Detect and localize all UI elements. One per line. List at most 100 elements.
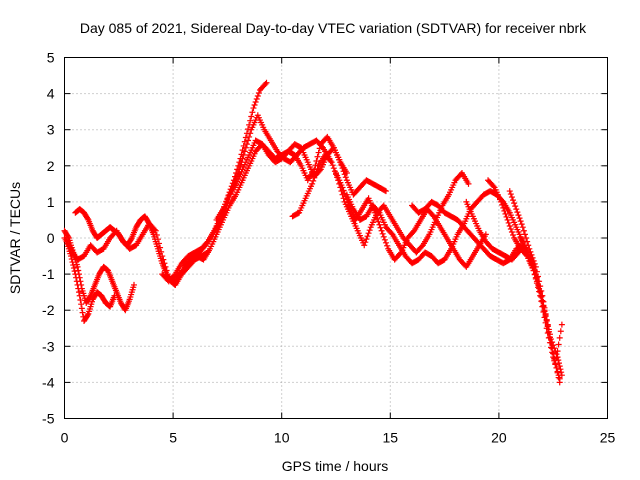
data-point <box>245 126 252 133</box>
data-point <box>251 102 258 109</box>
data-point <box>313 157 320 164</box>
data-point <box>77 296 84 303</box>
chart-title: Day 085 of 2021, Sidereal Day-to-day VTE… <box>80 20 587 36</box>
data-point <box>160 256 167 263</box>
data-point <box>74 281 81 288</box>
data-point <box>551 355 558 362</box>
data-point <box>524 238 531 245</box>
data-point <box>554 348 561 355</box>
data-point <box>510 197 517 204</box>
data-point <box>382 239 389 246</box>
data-point <box>253 96 260 103</box>
data-point <box>513 206 520 213</box>
data-point <box>245 137 252 144</box>
data-point <box>429 212 436 219</box>
x-tick-label: 5 <box>169 430 177 446</box>
data-point <box>311 174 318 181</box>
data-point <box>239 155 246 162</box>
data-point <box>525 252 532 259</box>
series-track-2 <box>63 238 118 325</box>
data-point <box>161 260 168 267</box>
data-point <box>128 236 135 243</box>
data-point <box>237 162 244 169</box>
data-point <box>247 130 254 137</box>
data-point <box>380 233 387 240</box>
data-point <box>297 144 304 151</box>
x-axis-label: GPS time / hours <box>282 458 389 474</box>
data-point <box>163 267 170 274</box>
data-point <box>78 301 85 308</box>
data-point <box>539 292 546 299</box>
data-point <box>329 162 336 169</box>
data-points <box>61 79 565 386</box>
data-point <box>312 162 319 169</box>
data-point <box>153 231 160 238</box>
data-point <box>527 248 534 255</box>
data-point <box>373 212 380 219</box>
data-point <box>506 188 513 195</box>
data-point <box>556 334 563 341</box>
data-point <box>73 278 80 285</box>
data-point <box>508 194 515 201</box>
data-point <box>388 230 395 237</box>
data-point <box>162 263 169 270</box>
data-point <box>69 259 76 266</box>
data-point <box>72 271 79 278</box>
data-point <box>381 236 388 243</box>
data-point <box>151 226 158 233</box>
data-point <box>249 109 256 116</box>
data-point <box>536 285 543 292</box>
series-track-8 <box>213 137 389 223</box>
data-point <box>530 257 537 264</box>
data-point <box>538 293 545 300</box>
data-point <box>558 321 565 328</box>
data-point <box>131 281 138 288</box>
data-point <box>552 360 559 367</box>
data-point <box>241 148 248 155</box>
data-point <box>164 271 171 278</box>
data-point <box>330 165 337 172</box>
y-tick-label: 0 <box>47 230 55 246</box>
y-tick-label: 2 <box>47 158 55 174</box>
data-point <box>328 159 335 166</box>
data-point <box>339 184 346 191</box>
y-axis-label: SDTVAR / TECUs <box>7 182 23 294</box>
data-point <box>327 157 334 164</box>
data-point <box>510 231 517 238</box>
data-point <box>73 274 80 281</box>
data-point <box>68 256 75 263</box>
data-point <box>519 224 526 231</box>
data-point <box>154 236 161 243</box>
data-point <box>526 255 533 262</box>
data-point <box>512 203 519 210</box>
data-point <box>312 171 319 178</box>
data-point <box>309 180 316 187</box>
data-point <box>531 271 538 278</box>
y-tick-label: -1 <box>42 266 55 282</box>
data-point <box>374 215 381 222</box>
data-point <box>363 236 370 243</box>
data-point <box>555 374 562 381</box>
data-point <box>520 227 527 234</box>
data-point <box>76 292 83 299</box>
data-point <box>376 221 383 228</box>
data-point <box>247 117 254 124</box>
data-point <box>507 191 514 198</box>
data-point <box>340 187 347 194</box>
data-point <box>246 133 253 140</box>
data-point <box>381 187 388 194</box>
data-point <box>508 228 515 235</box>
data-point <box>521 231 528 238</box>
data-point <box>534 281 541 288</box>
data-point <box>516 215 523 222</box>
data-point <box>555 341 562 348</box>
data-point <box>527 258 534 265</box>
y-tick-label: -3 <box>42 338 55 354</box>
data-point <box>243 141 250 148</box>
x-tick-label: 10 <box>274 430 290 446</box>
data-point <box>523 235 530 241</box>
data-point <box>155 240 162 247</box>
data-point <box>544 323 551 330</box>
data-point <box>314 153 321 160</box>
data-point <box>159 253 166 260</box>
